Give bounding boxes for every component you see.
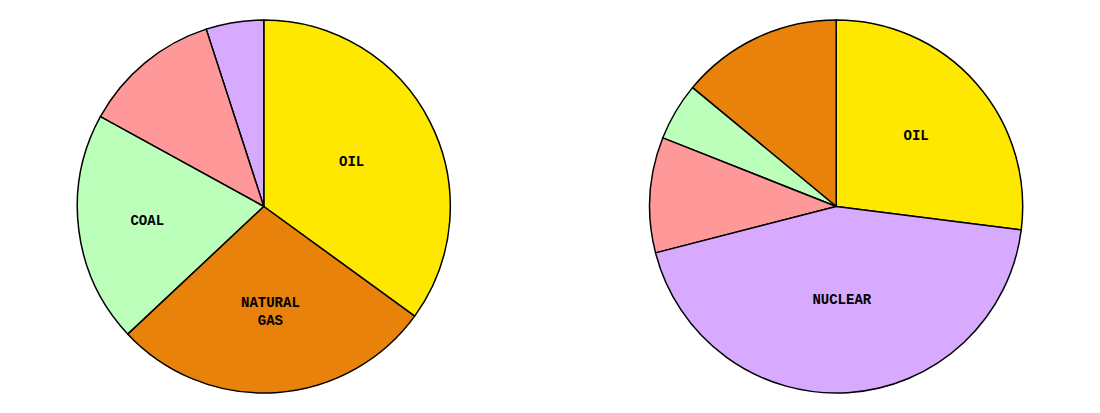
svg-text:COAL: COAL xyxy=(130,213,164,229)
svg-text:OIL: OIL xyxy=(339,154,364,170)
svg-text:OIL: OIL xyxy=(904,128,929,144)
svg-text:NATURALGAS: NATURALGAS xyxy=(241,295,300,329)
svg-text:NUCLEAR: NUCLEAR xyxy=(812,292,871,308)
